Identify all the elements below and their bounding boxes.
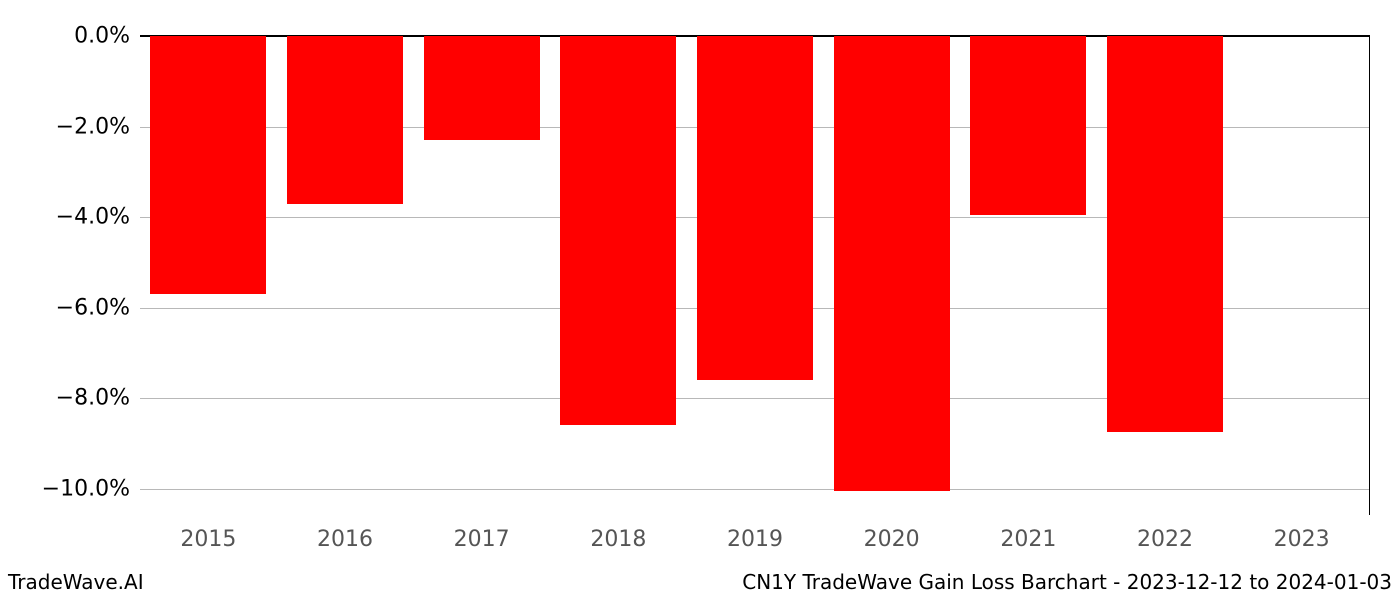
y-tick-label: 0.0%: [74, 24, 140, 49]
bar: [150, 36, 266, 294]
y-tick-label: −4.0%: [56, 205, 140, 230]
plot-area: 0.0%−2.0%−4.0%−6.0%−8.0%−10.0%2015201620…: [140, 35, 1370, 515]
x-tick-label: 2023: [1274, 515, 1330, 552]
y-tick-label: −8.0%: [56, 386, 140, 411]
bar: [834, 36, 950, 491]
x-tick-label: 2016: [317, 515, 373, 552]
footer-brand: TradeWave.AI: [8, 570, 144, 594]
bar: [560, 36, 676, 425]
y-tick-label: −10.0%: [42, 476, 140, 501]
bar: [1107, 36, 1223, 432]
bar: [697, 36, 813, 380]
gridline: [140, 489, 1369, 490]
bar: [970, 36, 1086, 215]
gain-loss-barchart: 0.0% −2.0% −4.0% −6.0% −8.0% −10.0% 2015 2016 20…: [0, 0, 1400, 600]
bar: [424, 36, 540, 140]
x-tick-label: 2018: [590, 515, 646, 552]
y-tick-label: −6.0%: [56, 295, 140, 320]
x-tick-label: 2021: [1000, 515, 1056, 552]
x-tick-label: 2022: [1137, 515, 1193, 552]
footer-caption: CN1Y TradeWave Gain Loss Barchart - 2023…: [742, 570, 1392, 594]
y-tick-label: −2.0%: [56, 114, 140, 139]
bar: [287, 36, 403, 204]
x-tick-label: 2019: [727, 515, 783, 552]
x-tick-label: 2017: [454, 515, 510, 552]
x-tick-label: 2015: [180, 515, 236, 552]
x-tick-label: 2020: [864, 515, 920, 552]
